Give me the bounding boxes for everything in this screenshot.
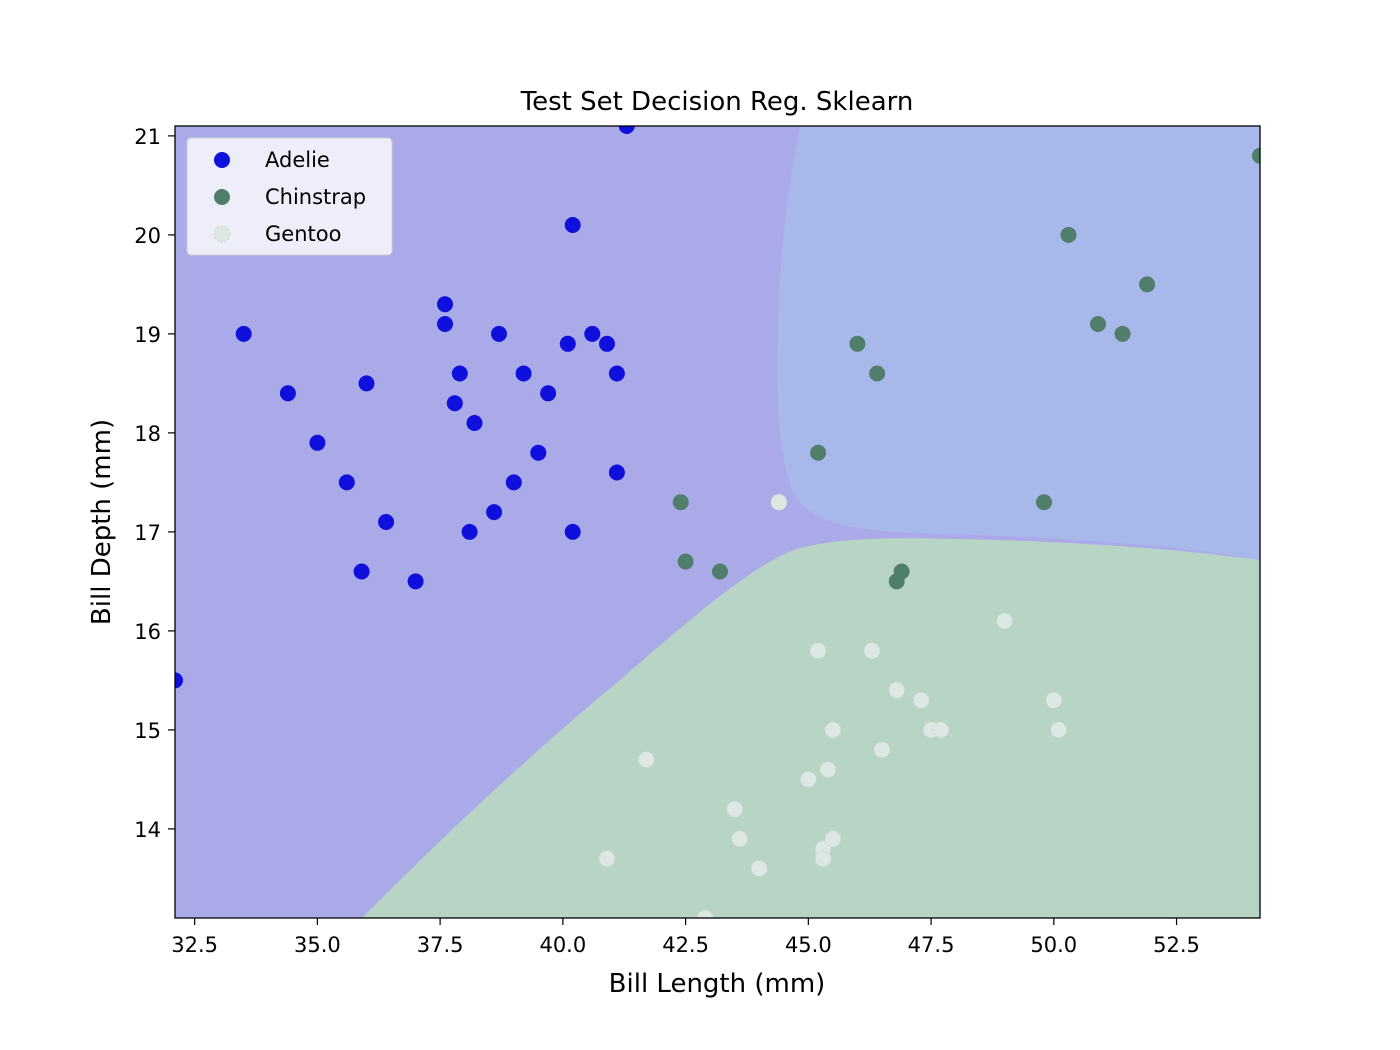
- point-adelie: [378, 514, 395, 530]
- point-adelie: [584, 325, 601, 342]
- point-gentoo: [888, 681, 906, 699]
- y-tick-label: 18: [134, 422, 161, 446]
- point-gentoo: [731, 830, 749, 848]
- x-tick-label: 52.5: [1153, 933, 1200, 957]
- point-gentoo: [824, 830, 842, 848]
- y-axis-label: Bill Depth (mm): [87, 419, 117, 625]
- point-adelie: [608, 464, 625, 481]
- legend-label-adelie: Adelie: [265, 148, 330, 172]
- point-adelie: [486, 504, 503, 521]
- x-tick-label: 37.5: [417, 933, 464, 957]
- y-tick-label: 14: [134, 818, 161, 842]
- point-gentoo: [809, 642, 827, 660]
- legend-label-gentoo: Gentoo: [265, 222, 341, 246]
- plot-area: [175, 126, 1260, 918]
- point-adelie: [446, 395, 463, 412]
- region-chinstrap: [777, 126, 1260, 560]
- y-tick-label: 21: [134, 125, 161, 149]
- point-gentoo: [819, 761, 837, 778]
- point-gentoo: [932, 721, 950, 739]
- legend-marker-adelie: [214, 152, 230, 168]
- point-chinstrap: [672, 494, 689, 511]
- point-adelie: [358, 375, 375, 392]
- point-chinstrap: [1139, 276, 1156, 293]
- scatter-points: [175, 126, 1260, 918]
- point-gentoo: [814, 850, 832, 868]
- y-tick-label: 20: [134, 224, 161, 248]
- legend-marker-chinstrap: [214, 189, 230, 205]
- point-gentoo: [863, 642, 881, 660]
- point-gentoo: [1045, 691, 1063, 709]
- x-axis-label: Bill Length (mm): [609, 969, 826, 999]
- point-chinstrap: [1252, 147, 1260, 164]
- point-chinstrap: [677, 553, 694, 570]
- point-gentoo: [996, 612, 1014, 630]
- point-gentoo: [637, 751, 655, 769]
- point-gentoo: [726, 800, 744, 818]
- point-adelie: [437, 296, 453, 313]
- point-adelie: [353, 563, 370, 580]
- legend-box: [186, 137, 393, 256]
- point-gentoo: [750, 860, 768, 877]
- legend-marker-gentoo: [213, 225, 231, 243]
- point-adelie: [515, 365, 532, 382]
- point-chinstrap: [810, 444, 827, 461]
- x-tick-label: 50.0: [1030, 933, 1077, 957]
- point-adelie: [530, 444, 547, 461]
- point-adelie: [608, 365, 625, 382]
- point-adelie: [599, 335, 615, 352]
- point-chinstrap: [849, 335, 866, 352]
- legend-label-chinstrap: Chinstrap: [265, 185, 366, 209]
- point-adelie: [309, 434, 326, 451]
- x-tick-label: 47.5: [908, 933, 955, 957]
- point-gentoo: [770, 493, 788, 511]
- point-gentoo: [799, 770, 817, 788]
- point-chinstrap: [712, 563, 728, 580]
- legend: Adelie Chinstrap Gentoo: [186, 137, 393, 256]
- point-adelie: [505, 474, 522, 491]
- point-adelie: [540, 385, 557, 402]
- point-adelie: [279, 385, 296, 402]
- point-gentoo: [824, 721, 842, 739]
- point-adelie: [559, 335, 576, 352]
- point-adelie: [466, 415, 483, 431]
- plot-frame: [174, 125, 1261, 919]
- y-axis: 14 15 16 17 18 19 20 21: [134, 125, 175, 842]
- point-adelie: [338, 474, 355, 491]
- point-chinstrap: [1060, 226, 1077, 243]
- point-gentoo: [696, 909, 714, 918]
- point-adelie: [175, 672, 183, 689]
- x-axis: 32.5 35.0 37.5 40.0 42.5 45.0 47.5 50.0 52.5: [171, 918, 1200, 957]
- y-tick-label: 19: [134, 323, 161, 347]
- point-chinstrap: [1036, 494, 1052, 511]
- point-chinstrap: [869, 365, 886, 382]
- point-gentoo: [598, 850, 616, 868]
- point-chinstrap: [1114, 325, 1131, 342]
- x-tick-label: 32.5: [171, 933, 218, 957]
- x-tick-label: 40.0: [539, 933, 586, 957]
- point-gentoo: [912, 691, 930, 709]
- point-adelie: [618, 126, 635, 134]
- point-adelie: [564, 523, 581, 540]
- point-adelie: [437, 316, 453, 332]
- y-tick-label: 15: [134, 719, 161, 743]
- point-adelie: [461, 523, 478, 540]
- chart-title: Test Set Decision Reg. Sklearn: [520, 87, 914, 117]
- region-gentoo: [362, 538, 1260, 918]
- x-tick-label: 35.0: [294, 933, 341, 957]
- point-gentoo: [1050, 721, 1068, 739]
- point-chinstrap: [1090, 316, 1106, 332]
- point-gentoo: [873, 741, 891, 759]
- y-tick-label: 16: [134, 620, 161, 644]
- x-tick-label: 42.5: [662, 933, 709, 957]
- point-adelie: [407, 573, 424, 590]
- point-adelie: [564, 217, 581, 233]
- point-chinstrap: [893, 563, 910, 580]
- point-adelie: [451, 365, 468, 382]
- point-adelie: [491, 325, 507, 342]
- y-tick-label: 17: [134, 521, 161, 545]
- x-tick-label: 45.0: [785, 933, 832, 957]
- point-adelie: [235, 325, 252, 342]
